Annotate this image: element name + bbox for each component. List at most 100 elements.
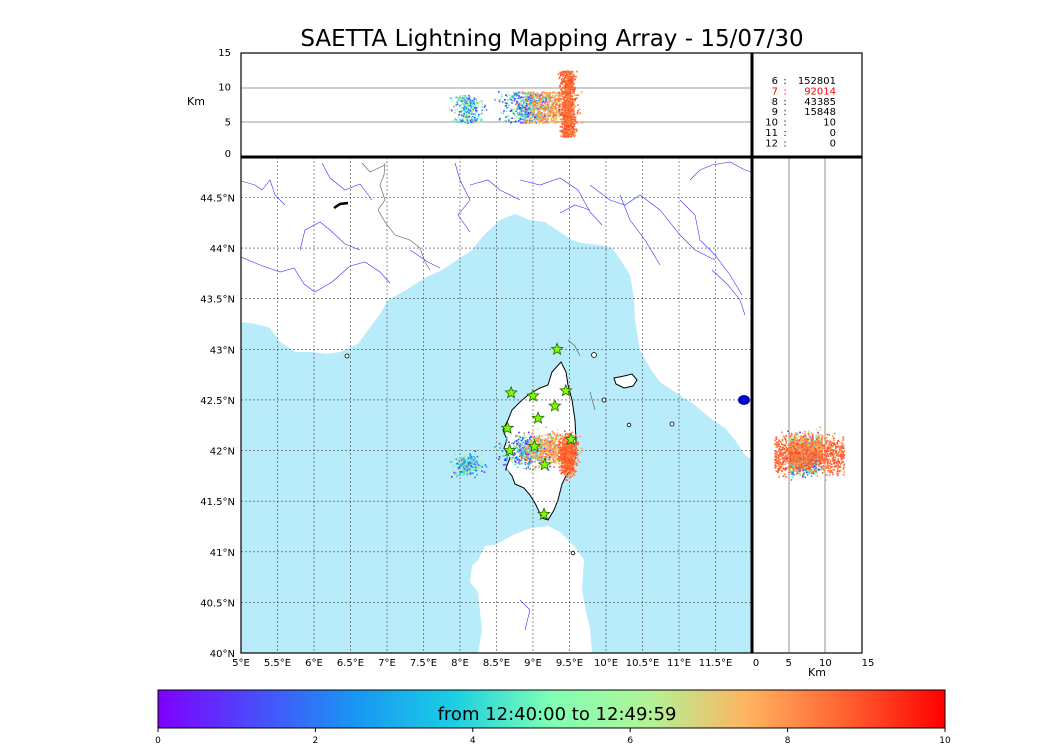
lightning-source-top xyxy=(463,102,466,104)
lightning-source-top xyxy=(536,102,538,104)
lightning-source-top xyxy=(533,111,535,114)
lightning-source-top xyxy=(574,134,576,136)
lightning-source-top xyxy=(466,113,468,115)
lightning-source-top xyxy=(533,110,535,113)
lightning-source-map xyxy=(549,449,551,452)
lightning-source-top xyxy=(564,80,567,83)
lightning-source-map xyxy=(464,472,466,474)
lightning-source-top xyxy=(536,108,539,110)
lightning-source-map xyxy=(474,461,476,464)
lightning-source-top xyxy=(567,91,570,93)
lightning-source-map xyxy=(466,469,468,472)
lightning-source-top xyxy=(547,100,549,103)
lightning-source-top xyxy=(549,109,552,112)
lightning-source-map xyxy=(528,458,531,461)
lightning-source-map xyxy=(539,457,541,460)
lightning-source-map xyxy=(523,458,526,460)
lightning-source-top xyxy=(576,130,578,132)
lightning-source-top xyxy=(577,94,579,97)
lightning-source-map xyxy=(551,455,553,458)
lightning-source-top xyxy=(573,115,575,118)
lightning-source-map xyxy=(564,457,567,459)
lightning-source-map xyxy=(522,452,524,455)
lightning-source-map xyxy=(569,451,572,454)
lightning-source-top xyxy=(547,112,549,115)
lightning-source-top xyxy=(538,108,541,111)
lightning-source-map xyxy=(528,456,530,458)
lightning-source-map xyxy=(571,475,574,477)
lightning-source-map xyxy=(549,459,551,462)
lightning-source-map xyxy=(541,450,544,453)
lightning-source-right xyxy=(812,469,814,472)
lightning-source-map xyxy=(557,460,560,463)
lightning-source-top xyxy=(534,100,536,103)
lightning-source-top xyxy=(564,126,567,129)
lightning-source-map xyxy=(529,458,532,460)
lightning-source-top xyxy=(572,128,575,130)
lightning-source-map xyxy=(526,457,528,459)
lightning-source-map xyxy=(520,453,522,455)
lightning-source-map xyxy=(549,433,552,435)
lightning-source-top xyxy=(570,110,572,113)
lightning-source-top xyxy=(530,115,532,118)
lightning-source-top xyxy=(570,95,573,97)
lightning-source-top xyxy=(547,99,550,101)
lightning-source-top xyxy=(542,100,545,103)
lightning-source-map xyxy=(571,458,573,461)
lightning-source-map xyxy=(524,455,526,458)
lightning-source-top xyxy=(476,118,479,120)
lightning-source-map xyxy=(515,444,518,447)
lightning-source-map xyxy=(463,462,465,465)
lightning-source-top xyxy=(564,132,566,135)
lightning-source-top xyxy=(515,109,518,111)
lightning-source-top xyxy=(553,110,555,113)
lightning-source-top xyxy=(473,118,476,120)
lightning-source-top xyxy=(483,106,486,108)
lightning-source-map xyxy=(560,456,562,459)
lightning-source-map xyxy=(526,445,529,448)
lightning-source-map xyxy=(468,468,471,470)
lightning-source-map xyxy=(521,443,523,445)
lightning-source-map xyxy=(541,459,544,462)
lightning-source-top xyxy=(532,93,534,96)
lightning-source-map xyxy=(542,456,544,458)
lightning-source-map xyxy=(461,459,463,462)
map-y-tick-label: 44.5°N xyxy=(200,193,235,204)
lightning-source-map xyxy=(556,434,559,437)
lightning-source-top xyxy=(574,116,577,118)
lightning-source-top xyxy=(516,91,518,93)
lightning-source-top xyxy=(541,93,543,96)
lightning-source-map xyxy=(563,442,566,445)
lightning-source-map xyxy=(497,458,500,461)
lightning-source-top xyxy=(501,93,503,96)
lightning-source-top xyxy=(463,98,465,101)
lightning-source-top xyxy=(530,113,532,116)
lightning-source-right xyxy=(804,466,807,469)
lightning-source-top xyxy=(561,81,564,83)
lightning-source-top xyxy=(534,117,537,119)
lightning-source-top xyxy=(568,79,570,82)
lightning-source-top xyxy=(566,102,569,105)
lightning-source-map xyxy=(465,459,467,462)
lightning-source-map xyxy=(538,434,540,437)
lightning-source-right xyxy=(793,468,796,470)
lightning-source-top xyxy=(494,99,496,101)
lightning-source-map xyxy=(476,455,479,458)
lightning-source-map xyxy=(474,468,476,470)
lightning-source-top xyxy=(566,95,569,98)
lightning-source-top xyxy=(472,107,474,110)
lightning-source-top xyxy=(474,107,476,110)
lightning-source-map xyxy=(518,455,521,458)
lightning-source-map xyxy=(545,443,548,446)
lightning-source-map xyxy=(516,434,519,437)
lightning-source-top xyxy=(569,80,572,83)
lightning-source-map xyxy=(506,442,508,444)
lightning-source-top xyxy=(523,102,526,105)
lightning-source-map xyxy=(551,442,554,444)
lightning-source-map xyxy=(527,455,530,457)
lightning-source-map xyxy=(574,449,576,451)
lightning-source-top xyxy=(555,107,557,109)
lightning-source-map xyxy=(517,462,520,464)
lightning-source-map xyxy=(499,447,501,450)
lightning-source-map xyxy=(553,460,555,462)
